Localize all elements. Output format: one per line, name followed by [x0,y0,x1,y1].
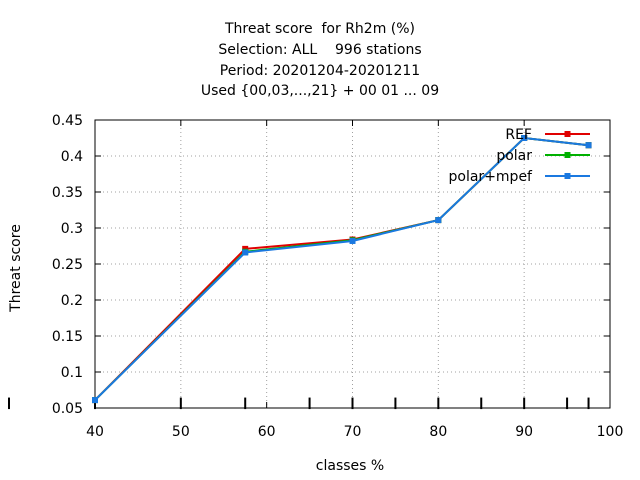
y-tick-label: 0.2 [61,293,83,309]
chart-title-line-3: Period: 20201204-20201211 [219,63,421,79]
series-point-polar+mpef [521,135,528,141]
series-point-polar+mpef [349,237,356,244]
chart-title-line-1: Threat score for Rh2m (%) [224,21,416,37]
y-axis-label: Threat score [8,224,24,313]
series-point-polar+mpef [92,397,98,404]
y-tick-label: 0.05 [52,401,83,417]
y-tick-label: 0.35 [52,185,83,201]
x-tick-label: 80 [429,424,447,440]
y-tick-label: 0.1 [61,365,83,381]
series-point-polar+mpef [435,217,442,224]
x-tick-label: 100 [597,424,624,440]
x-tick-label: 50 [172,424,190,440]
y-tick-label: 0.25 [52,257,83,273]
chart-title-line-4: Used {00,03,...,21} + 00 01 ... 09 [200,83,440,99]
legend-marker-polar [564,152,571,158]
x-tick-label: 90 [515,424,533,440]
y-tick-label: 0.45 [52,113,83,129]
x-tick-label: 60 [258,424,276,440]
series-line-polar+mpef [94,136,589,401]
chart-title-line-2: Selection: ALL 996 stations [218,42,422,58]
x-axis-label: classes % [316,458,384,474]
y-tick-label: 0.4 [61,149,83,165]
y-tick-label: 0.15 [52,329,83,345]
axis-ticks: 40 50 60 70 80 90 100 0.05 0.1 0.15 0.2 0.25 0.3 0.35… [52,113,624,440]
series-point-polar+mpef [242,249,249,256]
grid [95,120,610,408]
legend-label-polar+mpef: polar+mpef [449,169,534,185]
x-tick-label: 70 [344,424,362,440]
legend-label-polar: polar [496,148,532,164]
x-tick-label: 40 [86,424,104,440]
series-lines [92,135,592,404]
legend-label-REF: REF [505,127,532,143]
legend: REF polar polar+mpef [449,127,590,185]
series-point-polar+mpef [585,142,592,149]
legend-marker-polar+mpef [564,173,571,179]
y-tick-label: 0.3 [61,221,83,237]
legend-marker-REF [564,131,571,137]
